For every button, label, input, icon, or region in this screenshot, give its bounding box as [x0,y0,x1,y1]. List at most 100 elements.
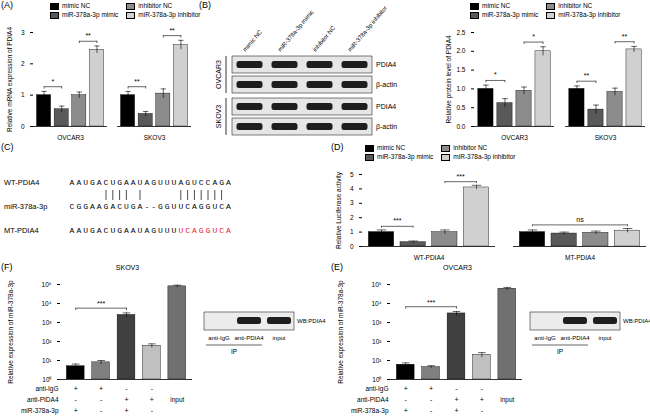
svg-text:U: U [178,202,183,211]
svg-text:anti-IgG: anti-IgG [208,335,230,341]
svg-text:10²: 10² [42,338,52,345]
svg-text:10³: 10³ [372,319,382,326]
svg-text:1.0: 1.0 [456,85,465,92]
svg-text:A: A [70,178,75,187]
svg-text:G: G [206,202,211,211]
svg-text:+: + [124,396,128,403]
svg-text:**: ** [85,32,91,39]
svg-text:*: * [494,71,497,78]
svg-text:anti-PDIA4: anti-PDIA4 [560,335,590,341]
svg-text:A: A [131,226,136,235]
svg-text:-: - [151,407,154,414]
svg-text:U: U [212,202,217,211]
svg-text:-: - [455,385,458,392]
svg-text:C: C [117,202,122,211]
svg-text:A: A [76,226,81,235]
svg-text:anti-IgG: anti-IgG [365,385,388,393]
svg-text:WB:PDIA4: WB:PDIA4 [297,318,326,324]
svg-text:C: C [104,178,109,187]
svg-text:U: U [138,226,143,235]
svg-text:miR-378a-3p: miR-378a-3p [4,202,47,211]
svg-text:***: *** [457,173,465,180]
svg-text:2.5: 2.5 [456,29,465,36]
svg-text:β-actin: β-actin [376,123,397,131]
svg-text:anti-PDIA4: anti-PDIA4 [234,335,264,341]
svg-text:PDIA4: PDIA4 [376,103,396,110]
svg-text:G: G [158,202,163,211]
svg-text:+: + [99,385,103,392]
svg-text:Relative Luciferase activity: Relative Luciferase activity [335,171,343,249]
svg-text:C: C [104,226,109,235]
svg-text:**: ** [169,27,175,34]
svg-text:G: G [151,226,156,235]
svg-text:A: A [226,202,231,211]
svg-text:anti-PIDA4: anti-PIDA4 [357,396,389,403]
svg-text:-: - [405,396,408,403]
svg-text:input: input [272,335,285,341]
svg-text:G: G [117,178,122,187]
svg-text:C: C [185,202,190,211]
svg-text:**: ** [584,72,590,79]
svg-text:+: + [74,407,78,414]
svg-text:U: U [138,178,143,187]
svg-text:U: U [124,202,129,211]
svg-text:miR-378a-3p: miR-378a-3p [351,407,389,415]
svg-text:+: + [480,396,484,403]
svg-text:10³: 10³ [42,319,52,326]
svg-text:A: A [70,226,75,235]
svg-text:-: - [144,202,149,211]
svg-text:A: A [124,178,129,187]
svg-text:A: A [97,202,102,211]
svg-text:U: U [192,178,197,187]
svg-text:A: A [226,226,231,235]
svg-text:10¹: 10¹ [372,357,382,364]
svg-text:**: ** [622,33,628,40]
svg-text:A: A [226,178,231,187]
svg-text:Relative protein level of PDIA: Relative protein level of PDIA4 [445,35,453,124]
svg-text:A: A [138,202,143,211]
svg-text:+: + [429,385,433,392]
svg-text:G: G [83,202,88,211]
svg-text:A: A [110,202,115,211]
svg-text:SKOV3: SKOV3 [595,134,617,141]
svg-text:-: - [151,385,154,392]
svg-text:U: U [212,226,217,235]
svg-text:+: + [454,407,458,414]
svg-text:SKOV3: SKOV3 [144,134,166,141]
svg-text:-: - [100,396,103,403]
svg-text:OVCAR3: OVCAR3 [215,60,222,89]
svg-text:G: G [131,202,136,211]
svg-text:Relative expression of miR-378: Relative expression of miR-378a-3p [7,280,15,384]
svg-text:+: + [124,407,128,414]
svg-text:0.0: 0.0 [456,123,465,130]
svg-text:Relative mRNA expression of PD: Relative mRNA expression of PDIA4 [6,27,14,133]
svg-text:U: U [165,226,170,235]
svg-text:G: G [151,178,156,187]
svg-text:input: input [500,396,514,404]
svg-text:A: A [97,178,102,187]
svg-text:anti-IgG: anti-IgG [35,385,58,393]
svg-text:G: G [165,202,170,211]
svg-text:A: A [97,226,102,235]
svg-text:-: - [75,396,78,403]
svg-text:G: G [219,178,224,187]
svg-text:*: * [532,33,535,40]
svg-text:U: U [172,178,177,187]
svg-text:U: U [110,226,115,235]
svg-text:C: C [219,226,224,235]
svg-text:0: 0 [21,123,25,130]
svg-text:A: A [178,178,183,187]
svg-text:-: - [430,407,433,414]
svg-text:10⁴: 10⁴ [371,300,381,307]
svg-text:G: G [90,226,95,235]
svg-text:SKOV3: SKOV3 [215,105,222,128]
svg-text:-: - [151,202,156,211]
svg-text:A: A [144,226,149,235]
svg-text:-: - [100,407,103,414]
svg-text:0: 0 [350,243,354,250]
svg-text:G: G [90,178,95,187]
svg-text:5: 5 [350,171,354,178]
svg-text:ns: ns [576,216,584,223]
svg-text:A: A [212,178,217,187]
svg-text:-: - [481,407,484,414]
